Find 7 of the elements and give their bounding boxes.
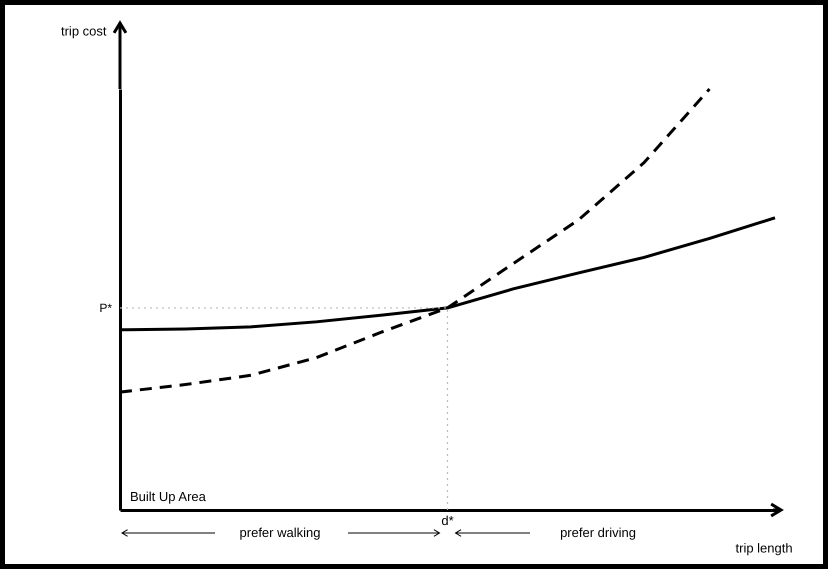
text: prefer driving [560, 525, 636, 540]
text: prefer walking [240, 525, 320, 540]
annotation: Built Up Area [130, 489, 207, 504]
y-axis-title: trip cost [60, 24, 107, 38]
x-axis-title: trip length [736, 540, 793, 556]
ref-line-label: P* [99, 300, 112, 315]
text: d* [441, 513, 454, 528]
